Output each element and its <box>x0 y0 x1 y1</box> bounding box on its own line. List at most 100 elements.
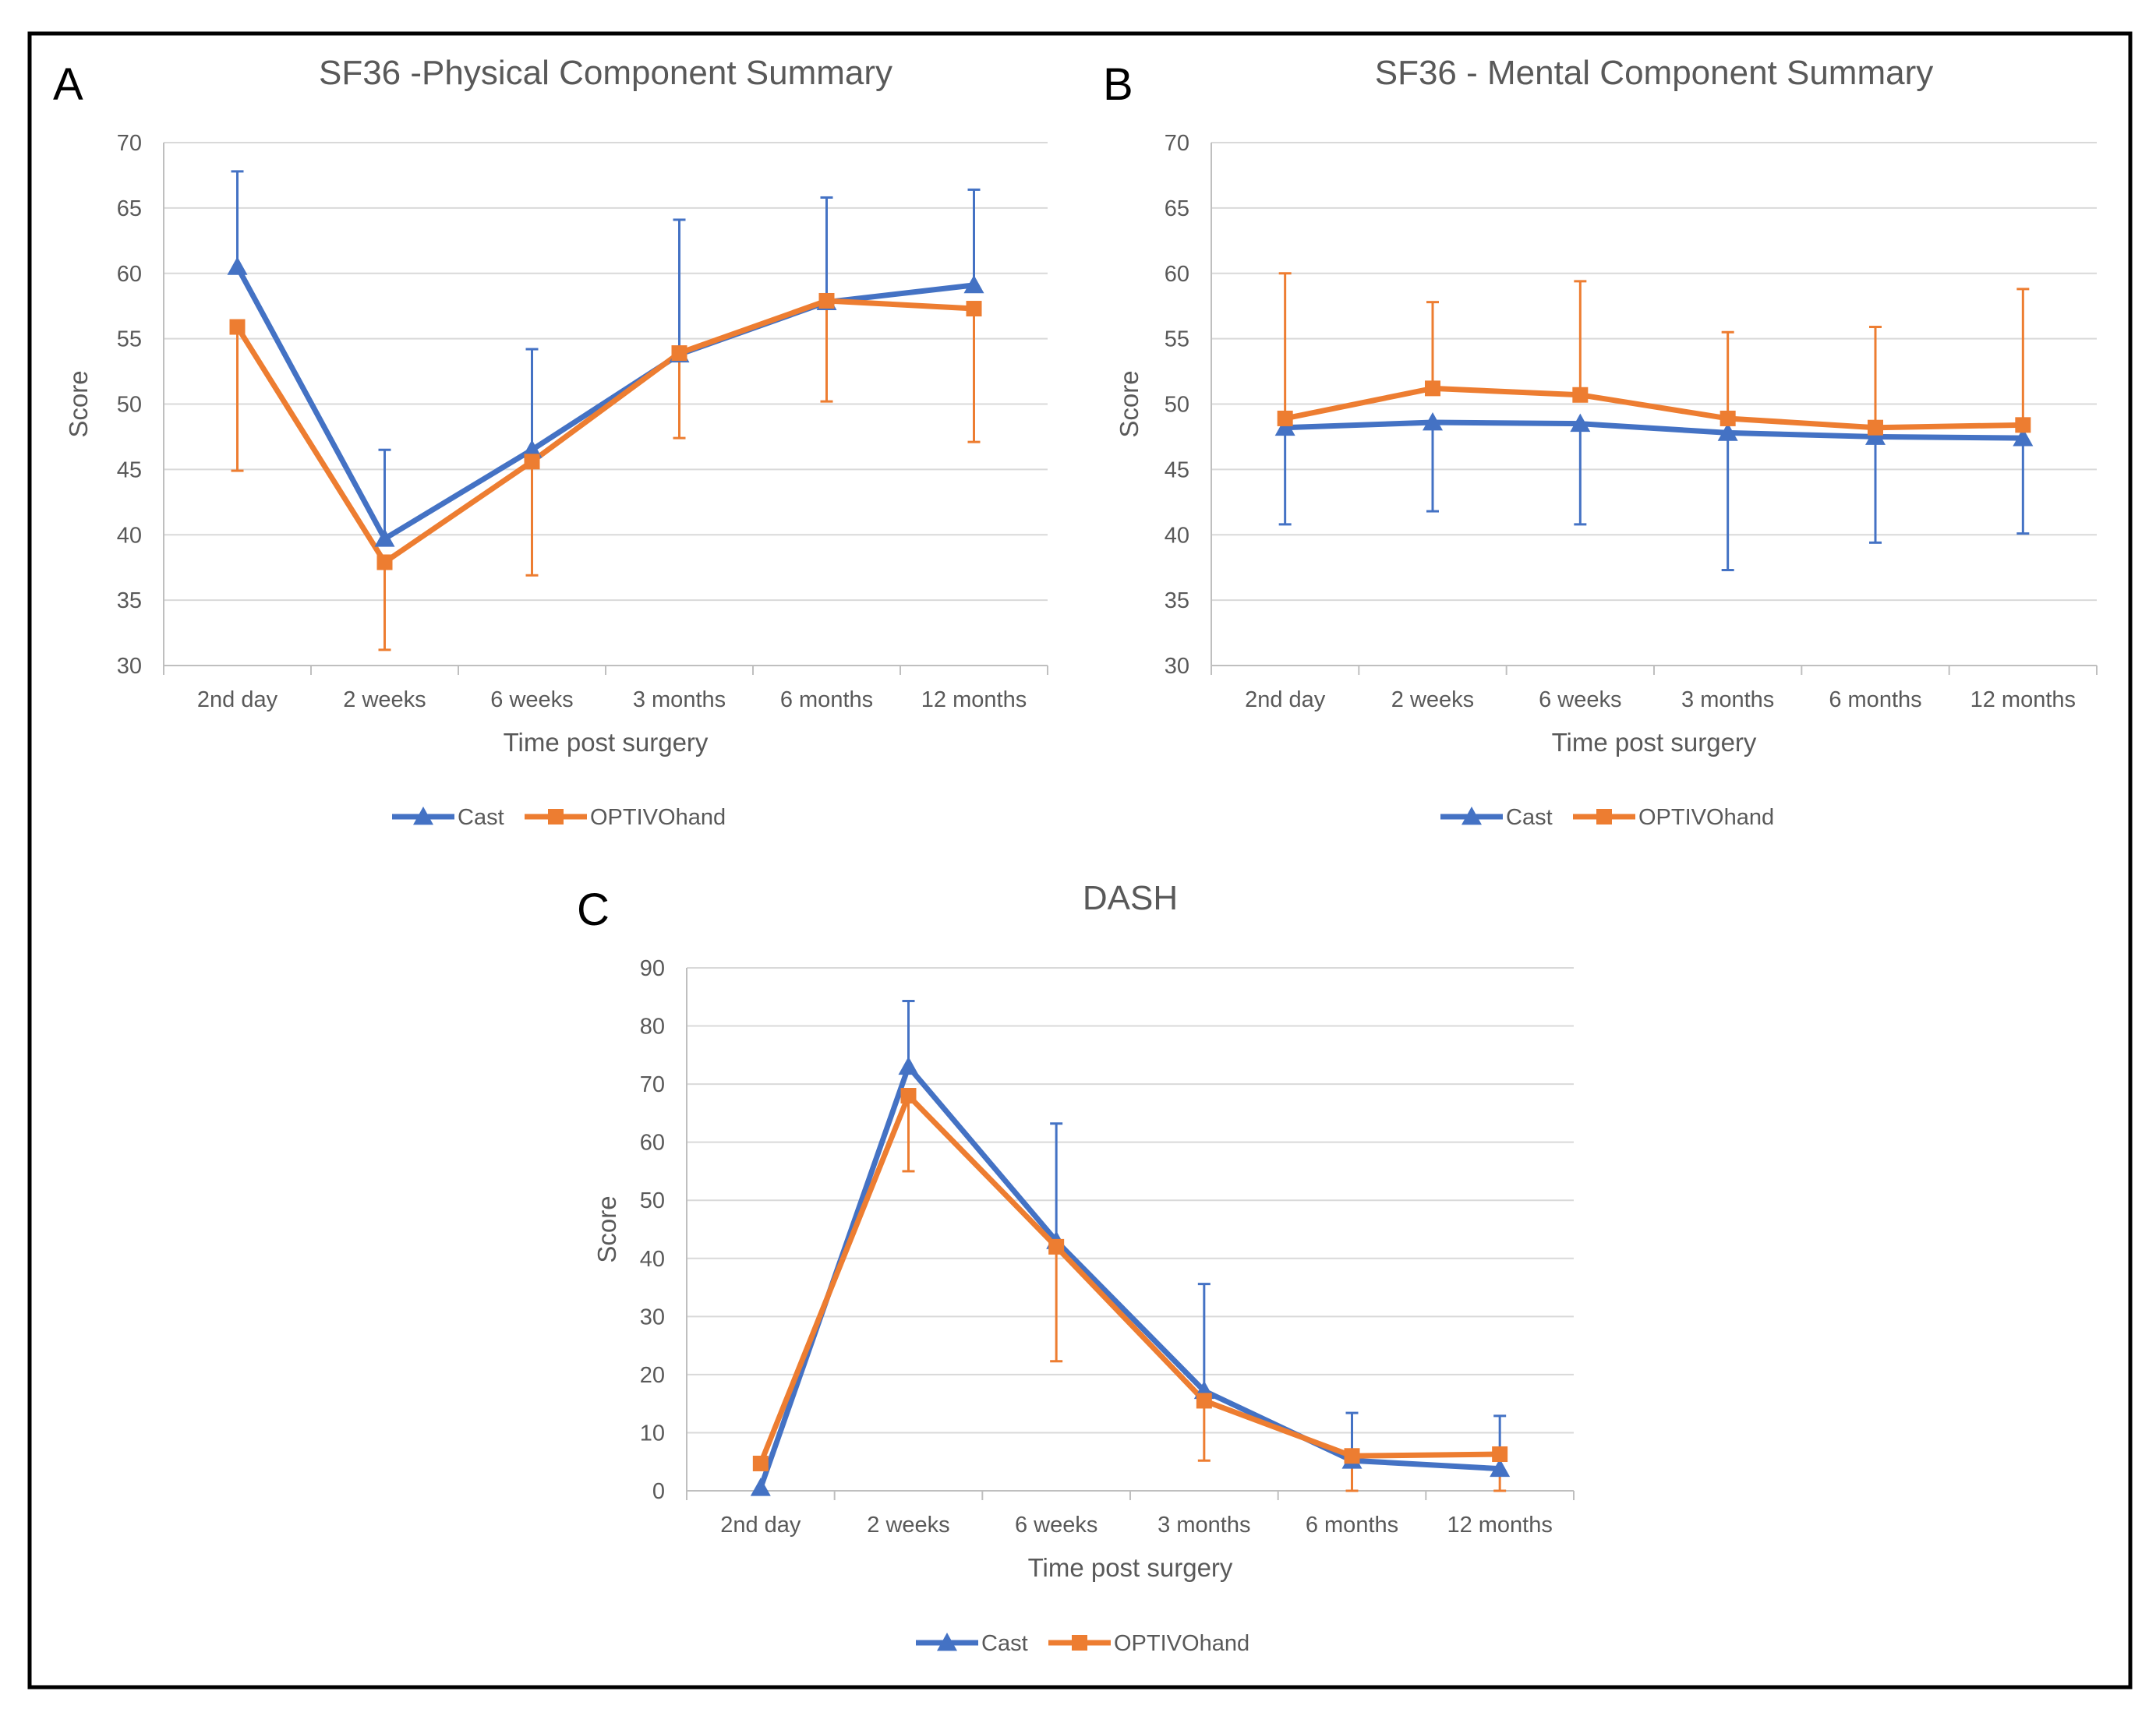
panel-b-xtick-label: 2 weeks <box>1391 687 1474 712</box>
panel-a-cast-point <box>521 440 543 458</box>
figure-frame <box>27 31 2133 1690</box>
panel-c-optivohand-point <box>900 1088 917 1104</box>
panel-a-optivohand-point <box>376 554 393 570</box>
panel-b-ytick-label: 45 <box>1165 457 1189 482</box>
panel-b-ytick-label: 70 <box>1165 131 1189 156</box>
panel-a-xtick-label: 12 months <box>921 687 1027 712</box>
panel-a-legend-cast-marker <box>413 807 433 825</box>
panel-a-ytick-label: 50 <box>117 393 142 418</box>
panel-c-ytick-label: 80 <box>640 1015 665 1040</box>
panel-b-cast-point <box>1865 426 1886 445</box>
panel-c-y-axis-title: Score <box>592 1195 621 1262</box>
panel-c-ytick-label: 30 <box>640 1305 665 1329</box>
panel-a-xtick-label: 2nd day <box>197 687 278 712</box>
panel-a-legend-optivohand-label: OPTIVOhand <box>590 805 726 830</box>
panel-a-optivohand-line <box>235 298 974 565</box>
panel-c-legend-optivohand-marker <box>1072 1635 1087 1651</box>
panel-b-xtick-label: 2nd day <box>1245 687 1326 712</box>
panel-c-ytick-label: 50 <box>640 1188 665 1213</box>
panel-b-ytick-label: 60 <box>1165 262 1189 287</box>
panel-c-xtick-label: 3 months <box>1158 1513 1250 1538</box>
panel-c-optivohand-point <box>752 1455 769 1471</box>
panel-b-cast-point <box>2013 428 2034 447</box>
panel-c-cast-point <box>898 1056 919 1075</box>
panel-c-optivohand-point <box>1344 1448 1360 1464</box>
panel-a-optivohand-point <box>966 301 982 317</box>
panel-a-x-axis-title: Time post surgery <box>504 728 709 757</box>
panel-c-xtick-label: 6 months <box>1306 1513 1398 1538</box>
panel-b-cast-point <box>1274 417 1295 436</box>
panel-a-letter: A <box>53 59 83 110</box>
panel-a-optivohand-point <box>671 345 687 362</box>
panel-a-ytick-label: 65 <box>117 196 142 221</box>
panel-c-ytick-label: 0 <box>652 1479 665 1504</box>
panel-c-ytick-label: 60 <box>640 1131 665 1156</box>
panel-b-ytick-label: 65 <box>1165 196 1189 221</box>
panel-c-ytick-label: 70 <box>640 1072 665 1097</box>
panel-c-xtick-label: 2 weeks <box>867 1513 949 1538</box>
panel-b-legend-cast-marker <box>1461 807 1482 825</box>
panel-b-legend-optivohand-label: OPTIVOhand <box>1638 805 1774 830</box>
panel-a-cast-point <box>227 256 248 275</box>
panel-a-xtick-label: 2 weeks <box>343 687 426 712</box>
panel-b-ytick-label: 35 <box>1165 588 1189 613</box>
panel-c-cast-point <box>750 1478 771 1496</box>
panel-c-xtick-label: 6 weeks <box>1015 1513 1097 1538</box>
panel-a-title: SF36 -Physical Component Summary <box>319 54 892 92</box>
panel-a-xtick-label: 6 weeks <box>490 687 573 712</box>
panel-a-legend-optivohand-marker <box>548 809 564 824</box>
panel-a-y-axis-title: Score <box>64 370 93 437</box>
panel-a-ytick-label: 55 <box>117 327 142 352</box>
panel-b-ytick-label: 30 <box>1165 654 1189 679</box>
panel-c-xtick-label: 12 months <box>1447 1513 1552 1538</box>
panel-c-xtick-label: 2nd day <box>720 1513 801 1538</box>
panel-a-ytick-label: 30 <box>117 654 142 679</box>
panel-c-ytick-label: 10 <box>640 1421 665 1446</box>
panel-a-ytick-label: 35 <box>117 588 142 613</box>
panel-b-legend: Cast OPTIVOhand <box>1440 805 1774 830</box>
panel-b-xtick-label: 3 months <box>1681 687 1774 712</box>
panel-b-xtick-label: 12 months <box>1970 687 2076 712</box>
panel-b-optivohand-point <box>1719 410 1736 426</box>
panel-b-optivohand-point <box>1425 380 1440 397</box>
panel-c-optivohand-point <box>1196 1393 1212 1409</box>
panel-b-xtick-label: 6 weeks <box>1539 687 1621 712</box>
panel-c-legend-cast-label: Cast <box>981 1631 1028 1656</box>
panel-b-legend-cast-label: Cast <box>1506 805 1553 830</box>
panel-b-optivohand-point <box>1277 410 1293 426</box>
panel-b-ytick-label: 40 <box>1165 523 1189 548</box>
panel-a-legend: Cast OPTIVOhand <box>392 805 726 830</box>
panel-b-cast-line <box>1285 419 2023 441</box>
panel-b-optivohand-point <box>2015 417 2031 433</box>
panel-c-legend: Cast OPTIVOhand <box>916 1631 1249 1656</box>
panel-b: B SF36 - Mental Component Summary 30 35 40 45… <box>1103 54 2098 830</box>
panel-a-xtick-label: 3 months <box>633 687 726 712</box>
panel-a-ytick-label: 40 <box>117 523 142 548</box>
panel-b-xtick-label: 6 months <box>1829 687 1921 712</box>
panel-b-letter: B <box>1103 59 1133 110</box>
panel-b-x-axis-title: Time post surgery <box>1552 728 1757 757</box>
panel-b-optivohand-line <box>1284 385 2023 431</box>
panel-c-x-axis-title: Time post surgery <box>1028 1553 1233 1582</box>
panel-b-optivohand-point <box>1868 419 1883 436</box>
panel-b-title: SF36 - Mental Component Summary <box>1375 54 1934 92</box>
panel-b-cast-point <box>1570 413 1591 433</box>
panel-a-cast-point <box>963 274 984 294</box>
panel-a-optivohand-point <box>229 319 246 335</box>
panel-c-optivohand-line <box>758 1093 1500 1465</box>
panel-a: A SF36 -Physical Component Summary 30 35 40 4… <box>53 54 1048 830</box>
panel-b-y-axis-title: Score <box>1115 370 1143 437</box>
charts-root: A SF36 -Physical Component Summary 30 35 40 4… <box>53 54 2098 1656</box>
panel-c-legend-cast-marker <box>937 1633 957 1651</box>
panel-b-optivohand-point <box>1572 387 1589 403</box>
panel-c-title: DASH <box>1083 879 1178 917</box>
panel-b-ytick-label: 50 <box>1165 393 1189 418</box>
panel-c-cast-line <box>758 1064 1500 1489</box>
panel-a-legend-cast-label: Cast <box>458 805 504 830</box>
panel-a-optivohand-point <box>818 292 835 309</box>
panel-b-ytick-label: 55 <box>1165 327 1189 352</box>
panel-c-cast-point <box>1490 1458 1511 1478</box>
panel-c-ytick-label: 40 <box>640 1247 665 1272</box>
panel-a-xtick-label: 6 months <box>780 687 873 712</box>
